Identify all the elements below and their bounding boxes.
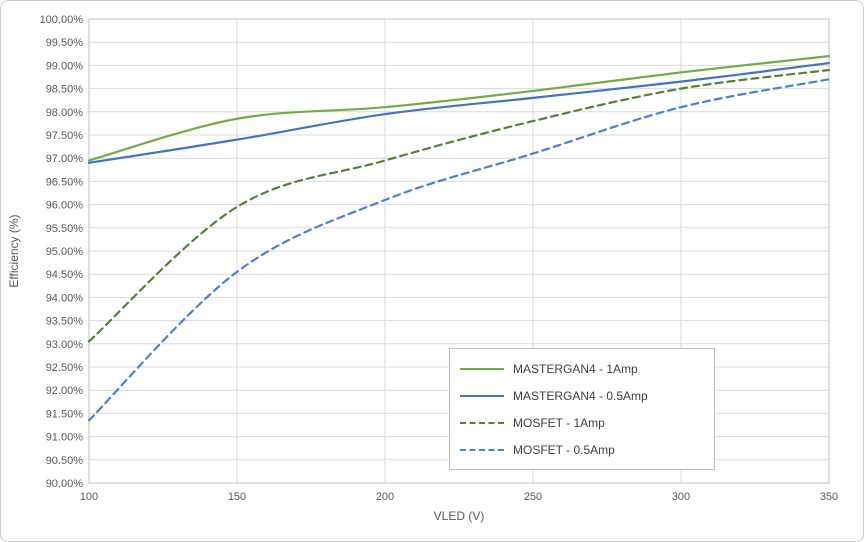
svg-text:96.00%: 96.00%: [46, 200, 84, 212]
x-axis-title: VLED (V): [433, 509, 485, 523]
legend-label: MOSFET - 1Amp: [513, 415, 605, 430]
svg-text:150: 150: [228, 491, 246, 503]
legend-item-mosfet-1amp: MOSFET - 1Amp: [460, 409, 704, 436]
legend-line-sample: [460, 448, 504, 451]
legend-label: MOSFET - 0.5Amp: [513, 442, 615, 457]
svg-text:250: 250: [524, 491, 542, 503]
svg-text:200: 200: [376, 491, 394, 503]
legend-item-mastergan4-05amp: MASTERGAN4 - 0.5Amp: [460, 382, 704, 409]
svg-text:97.50%: 97.50%: [46, 130, 84, 142]
svg-text:91.00%: 91.00%: [46, 432, 84, 444]
legend-line-sample: [460, 367, 504, 370]
svg-text:92.50%: 92.50%: [46, 362, 84, 374]
svg-text:98.00%: 98.00%: [46, 107, 84, 119]
svg-text:92.00%: 92.00%: [46, 385, 84, 397]
svg-text:95.00%: 95.00%: [46, 246, 84, 258]
svg-text:94.50%: 94.50%: [46, 269, 84, 281]
svg-text:90.50%: 90.50%: [46, 455, 84, 467]
legend-label: MASTERGAN4 - 1Amp: [513, 361, 638, 376]
legend-line-sample: [460, 421, 504, 424]
svg-text:99.00%: 99.00%: [46, 60, 84, 72]
svg-text:95.50%: 95.50%: [46, 223, 84, 235]
svg-text:97.00%: 97.00%: [46, 153, 84, 165]
y-axis-title: Efficiency (%): [7, 214, 21, 288]
svg-text:90.00%: 90.00%: [46, 478, 84, 490]
svg-text:100.00%: 100.00%: [40, 14, 84, 26]
svg-text:350: 350: [820, 491, 838, 503]
svg-text:300: 300: [672, 491, 690, 503]
svg-text:98.50%: 98.50%: [46, 84, 84, 96]
legend-item-mosfet-05amp: MOSFET - 0.5Amp: [460, 436, 704, 463]
svg-text:93.00%: 93.00%: [46, 339, 84, 351]
svg-text:91.50%: 91.50%: [46, 408, 84, 420]
legend-item-mastergan4-1amp: MASTERGAN4 - 1Amp: [460, 355, 704, 382]
legend: MASTERGAN4 - 1Amp MASTERGAN4 - 0.5Amp MO…: [449, 348, 715, 470]
legend-line-sample: [460, 394, 504, 397]
svg-text:94.00%: 94.00%: [46, 292, 84, 304]
svg-text:93.50%: 93.50%: [46, 316, 84, 328]
legend-label: MASTERGAN4 - 0.5Amp: [513, 388, 648, 403]
svg-text:100: 100: [80, 491, 98, 503]
svg-text:99.50%: 99.50%: [46, 37, 84, 49]
svg-text:96.50%: 96.50%: [46, 176, 84, 188]
